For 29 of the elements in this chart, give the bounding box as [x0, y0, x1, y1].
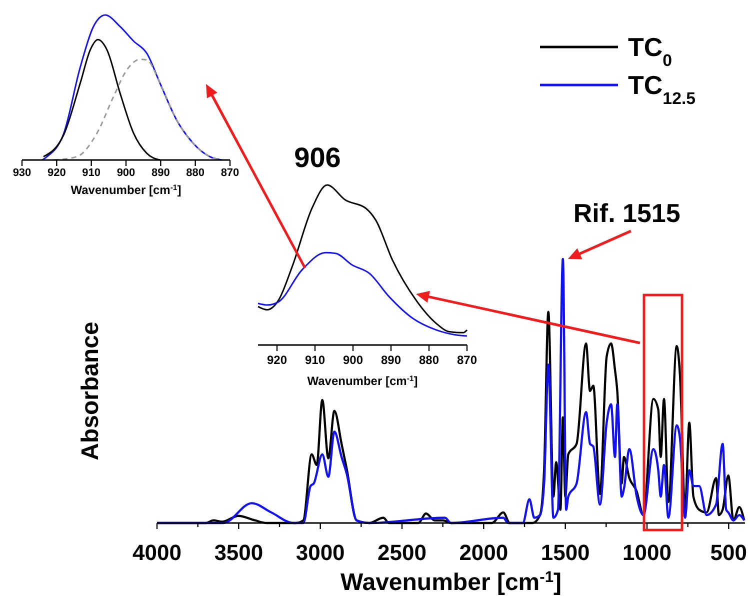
- x-tick-label: 4000: [132, 540, 182, 565]
- x-tick-label: 890: [151, 167, 170, 179]
- x-axis-title: Wavenumber [cm$^{-1}$]: [307, 374, 418, 388]
- x-tick-label: 890: [380, 353, 402, 367]
- x-tick-label: 1000: [622, 540, 672, 565]
- x-axis-title: Wavenumber [cm$^{-1}$]: [340, 568, 562, 596]
- x-tick-label: 3500: [214, 540, 264, 565]
- x-axis-title: Wavenumber [cm$^{-1}$]: [70, 182, 182, 197]
- x-tick-label: 3000: [296, 540, 345, 565]
- legend-label: TC$_{12.5}$: [628, 70, 696, 108]
- x-tick-label: 900: [116, 167, 136, 179]
- y-axis-title: Absorbance: [77, 322, 104, 460]
- x-tick-label: 880: [418, 353, 440, 367]
- x-tick-label: 930: [12, 167, 32, 179]
- x-tick-label: 2500: [378, 540, 426, 565]
- x-tick-label: 880: [186, 167, 205, 179]
- chart-title: 906: [294, 142, 341, 173]
- x-tick-label: 870: [220, 167, 240, 179]
- x-tick-label: 2000: [459, 540, 508, 565]
- annotation: Rif. 1515: [573, 198, 680, 228]
- x-tick-label: 920: [266, 353, 288, 367]
- x-tick-label: 500: [710, 540, 748, 565]
- x-tick-label: 870: [456, 353, 478, 367]
- x-tick-label: 1500: [540, 540, 590, 565]
- x-tick-label: 900: [342, 353, 364, 367]
- legend-label: TC$_{0}$: [628, 32, 672, 70]
- x-tick-label: 910: [82, 167, 101, 179]
- x-tick-label: 910: [304, 353, 326, 367]
- x-tick-label: 920: [47, 167, 66, 179]
